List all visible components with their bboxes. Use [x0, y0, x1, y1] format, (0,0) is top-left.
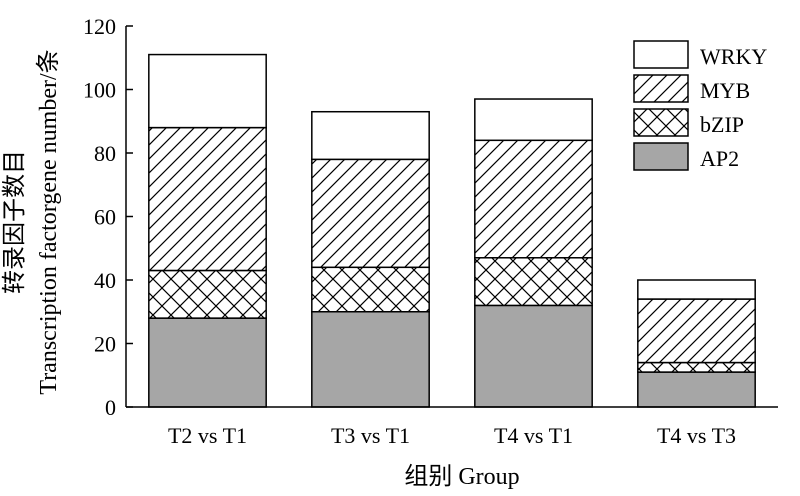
y-tick-label: 60	[94, 205, 116, 230]
y-tick-label: 80	[94, 141, 116, 166]
bar-t4-vs-t3-ap2	[637, 371, 756, 408]
bar-t4-vs-t3-wrky	[637, 279, 756, 300]
bar-t4-vs-t1-wrky	[474, 98, 593, 142]
legend-swatch-myb	[633, 74, 689, 103]
bar-t4-vs-t1-bzip	[474, 257, 593, 307]
legend-label-myb: MYB	[700, 78, 750, 103]
y-tick-label: 0	[105, 395, 116, 420]
bar-t2-vs-t1-ap2	[148, 317, 267, 408]
y-tick-label: 100	[83, 78, 116, 103]
bar-t4-vs-t1-myb	[474, 139, 593, 259]
x-axis-title: 组别 Group	[404, 463, 519, 490]
y-axis-title-line2: Transcription factorgene number/条	[35, 49, 62, 394]
bar-t2-vs-t1-myb	[148, 126, 267, 272]
bar-t4-vs-t3-bzip	[637, 361, 756, 373]
x-tick-label: T3 vs T1	[331, 423, 410, 448]
bar-t4-vs-t3-myb	[637, 298, 756, 364]
legend: WRKY MYB bZIP AP2	[633, 40, 767, 171]
x-tick-label: T4 vs T1	[494, 423, 573, 448]
y-tick-label: 120	[83, 14, 116, 39]
legend-label-bzip: bZIP	[700, 112, 744, 137]
bar-t3-vs-t1-wrky	[311, 110, 430, 161]
x-tick-label: T4 vs T3	[657, 423, 736, 448]
bar-t4-vs-t1-ap2	[474, 304, 593, 408]
legend-label-wrky: WRKY	[700, 44, 767, 69]
x-tick-label: T2 vs T1	[168, 423, 247, 448]
legend-label-ap2: AP2	[700, 146, 739, 171]
legend-swatch-wrky	[633, 40, 689, 69]
y-tick-label: 40	[94, 268, 116, 293]
legend-swatch-bzip	[633, 108, 689, 137]
bar-t3-vs-t1-ap2	[311, 311, 430, 408]
y-axis-title-line1: 转录因子数目	[1, 150, 28, 294]
y-tick-label: 20	[94, 332, 116, 357]
bars-layer	[148, 53, 756, 408]
y-axis-title: 转录因子数目 Transcription factorgene number/条	[1, 49, 62, 394]
axes-layer: T2 vs T1 T3 vs T1 T4 vs T1 T4 vs T3 0 20 40 60 8…	[83, 14, 778, 448]
bar-t2-vs-t1-wrky	[148, 53, 267, 129]
bar-t3-vs-t1-bzip	[311, 266, 430, 313]
legend-swatch-ap2	[633, 142, 689, 171]
bar-t2-vs-t1-bzip	[148, 269, 267, 319]
bar-t3-vs-t1-myb	[311, 158, 430, 269]
